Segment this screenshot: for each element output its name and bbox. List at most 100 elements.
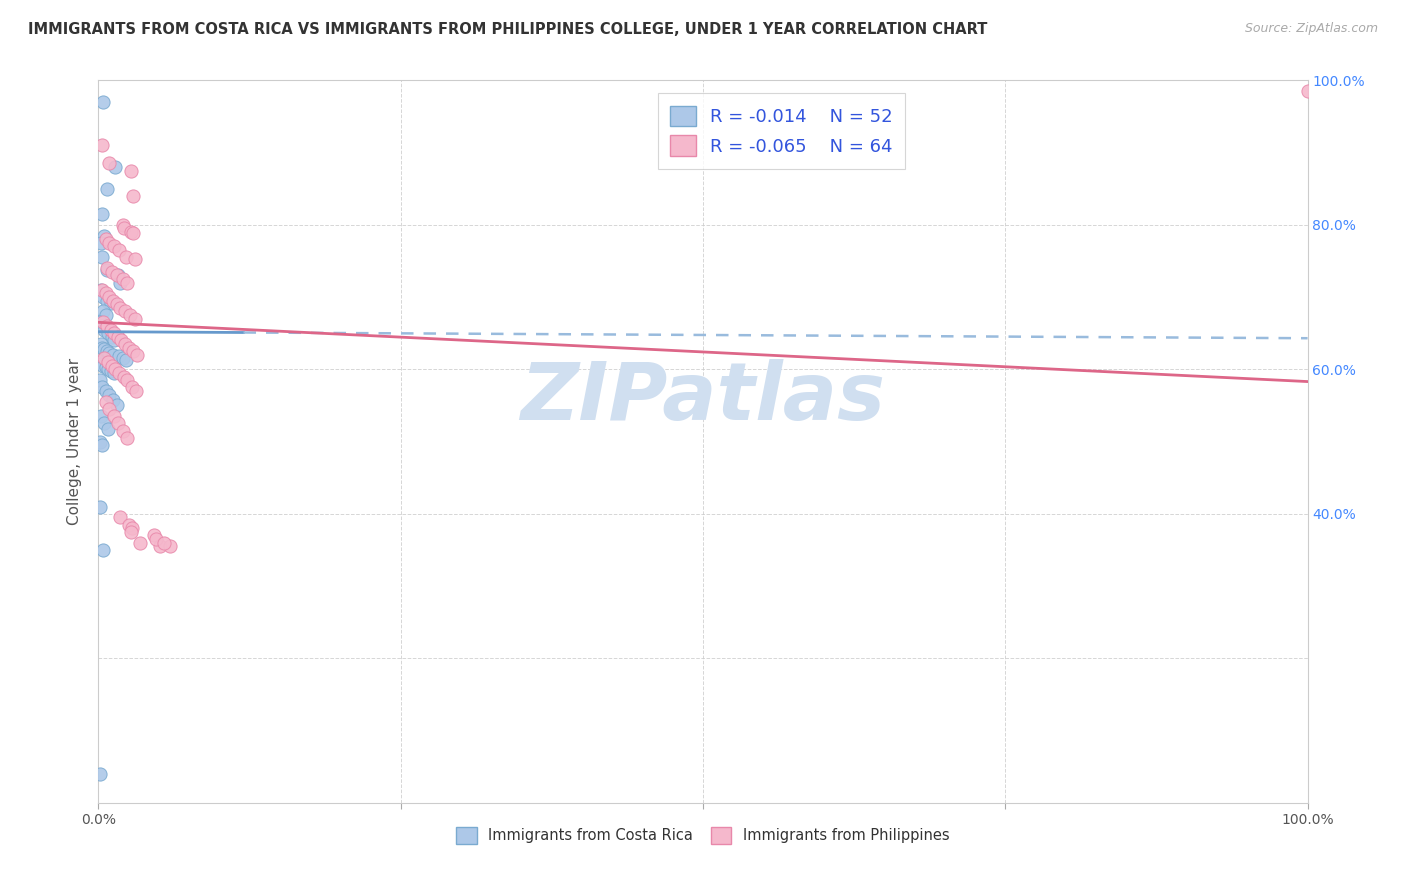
Point	[108, 366, 131, 380]
Point	[111, 272, 134, 286]
Point	[104, 160, 127, 174]
Point	[145, 532, 167, 546]
Point	[90, 409, 112, 424]
Point	[91, 380, 114, 394]
Point	[111, 351, 134, 366]
Point	[94, 384, 117, 398]
Point	[96, 293, 118, 308]
Point	[90, 337, 112, 351]
Point	[120, 524, 142, 539]
Point	[89, 434, 111, 449]
Point	[122, 227, 145, 241]
Point	[98, 346, 121, 360]
Point	[128, 535, 150, 549]
Point	[105, 398, 128, 412]
Point	[96, 182, 118, 196]
Point	[101, 392, 124, 407]
Point	[112, 221, 135, 235]
Point	[111, 218, 134, 232]
Point	[120, 163, 142, 178]
Point	[97, 326, 120, 340]
Point	[117, 431, 139, 445]
Point	[89, 767, 111, 781]
Point	[115, 352, 138, 367]
Point	[143, 528, 166, 542]
Point	[124, 311, 146, 326]
Point	[127, 348, 149, 362]
Point	[112, 369, 135, 384]
Point	[122, 344, 145, 359]
Point	[91, 542, 114, 557]
Point	[120, 225, 142, 239]
Point	[91, 250, 114, 264]
Point	[110, 334, 132, 348]
Point	[100, 295, 122, 310]
Point	[91, 290, 114, 304]
Point	[118, 341, 141, 355]
Point	[93, 322, 115, 336]
Point	[100, 359, 122, 373]
Point	[89, 315, 111, 329]
Point	[93, 417, 115, 431]
Point	[93, 342, 115, 356]
Point	[94, 232, 117, 246]
Point	[97, 362, 120, 376]
Legend: Immigrants from Costa Rica, Immigrants from Philippines: Immigrants from Costa Rica, Immigrants f…	[450, 822, 956, 850]
Point	[90, 235, 112, 250]
Point	[114, 337, 136, 351]
Point	[159, 539, 181, 553]
Point	[103, 409, 125, 424]
Point	[1296, 84, 1319, 98]
Point	[94, 360, 117, 375]
Point	[91, 318, 114, 333]
Point	[93, 351, 115, 366]
Point	[111, 424, 134, 438]
Point	[98, 387, 121, 401]
Point	[108, 276, 131, 290]
Text: IMMIGRANTS FROM COSTA RICA VS IMMIGRANTS FROM PHILIPPINES COLLEGE, UNDER 1 YEAR : IMMIGRANTS FROM COSTA RICA VS IMMIGRANTS…	[28, 22, 987, 37]
Point	[118, 517, 141, 532]
Point	[91, 283, 114, 297]
Point	[122, 189, 145, 203]
Point	[105, 268, 128, 283]
Point	[103, 334, 125, 348]
Point	[117, 373, 139, 387]
Point	[121, 521, 143, 535]
Point	[96, 261, 118, 276]
Point	[104, 362, 127, 376]
Y-axis label: College, Under 1 year: College, Under 1 year	[67, 358, 83, 525]
Point	[90, 357, 112, 371]
Point	[96, 344, 118, 359]
Text: Source: ZipAtlas.com: Source: ZipAtlas.com	[1244, 22, 1378, 36]
Point	[152, 535, 174, 549]
Point	[96, 262, 118, 277]
Point	[91, 138, 114, 153]
Point	[94, 308, 117, 322]
Point	[105, 297, 128, 311]
Point	[103, 239, 125, 253]
Point	[100, 364, 122, 378]
Point	[124, 252, 146, 266]
Point	[94, 394, 117, 409]
Point	[107, 268, 129, 283]
Point	[103, 326, 125, 340]
Point	[97, 421, 120, 435]
Point	[90, 283, 112, 297]
Point	[103, 366, 125, 380]
Point	[115, 250, 138, 264]
Point	[89, 373, 111, 387]
Point	[91, 315, 114, 329]
Point	[91, 341, 114, 355]
Point	[89, 355, 111, 369]
Point	[100, 265, 122, 279]
Point	[107, 417, 129, 431]
Point	[100, 330, 122, 344]
Point	[118, 308, 141, 322]
Text: ZIPatlas: ZIPatlas	[520, 359, 886, 437]
Point	[101, 348, 124, 362]
Point	[98, 156, 121, 170]
Point	[91, 359, 114, 373]
Point	[121, 380, 143, 394]
Point	[89, 500, 111, 514]
Point	[91, 207, 114, 221]
